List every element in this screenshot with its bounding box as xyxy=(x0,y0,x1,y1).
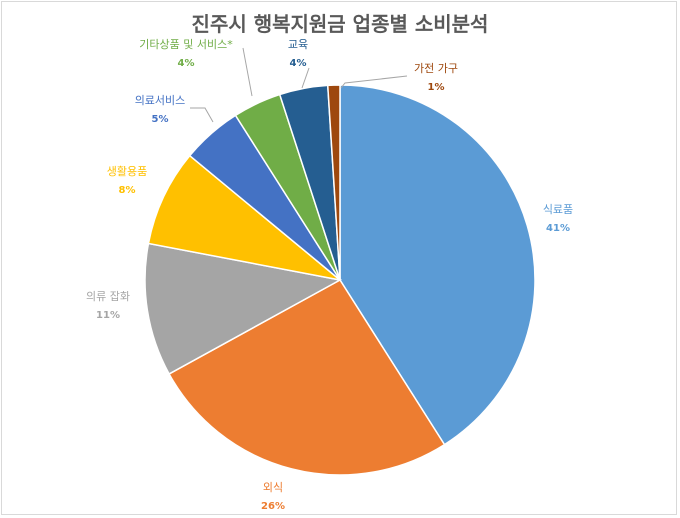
pie-slice xyxy=(326,84,341,281)
slice-percent-label: 41% xyxy=(546,223,570,234)
leader-line xyxy=(340,75,408,89)
leader-line xyxy=(190,107,214,123)
slice-percent-label: 5% xyxy=(152,114,169,125)
slice-label: 가전 가구 xyxy=(414,62,458,75)
slice-label: 생활용품 xyxy=(107,164,147,178)
leader-line xyxy=(301,67,310,89)
slice-label: 의료서비스 xyxy=(135,94,186,107)
slice-percent-label: 11% xyxy=(96,310,120,321)
pie-slice xyxy=(168,279,446,476)
pie-slice xyxy=(147,154,341,281)
slice-label: 식료품 xyxy=(543,203,573,216)
slice-label: 의류 잡화 xyxy=(86,290,130,303)
slice-percent-label: 4% xyxy=(178,58,195,69)
slice-percent-label: 1% xyxy=(428,82,445,93)
slice-percent-label: 8% xyxy=(119,185,136,196)
slice-label: 기타상품 및 서비스* xyxy=(139,38,233,51)
pie-slices xyxy=(144,84,536,476)
leader-line xyxy=(242,47,253,97)
slice-percent-label: 4% xyxy=(290,58,307,69)
pie-slice xyxy=(339,84,536,446)
slice-percent-label: 26% xyxy=(261,501,285,512)
slice-label: 교육 xyxy=(288,38,308,51)
chart-title: 진주시 행복지원금 업종별 소비분석 xyxy=(191,12,489,36)
pie-slice xyxy=(144,242,343,375)
slice-label: 외식 xyxy=(263,481,283,494)
